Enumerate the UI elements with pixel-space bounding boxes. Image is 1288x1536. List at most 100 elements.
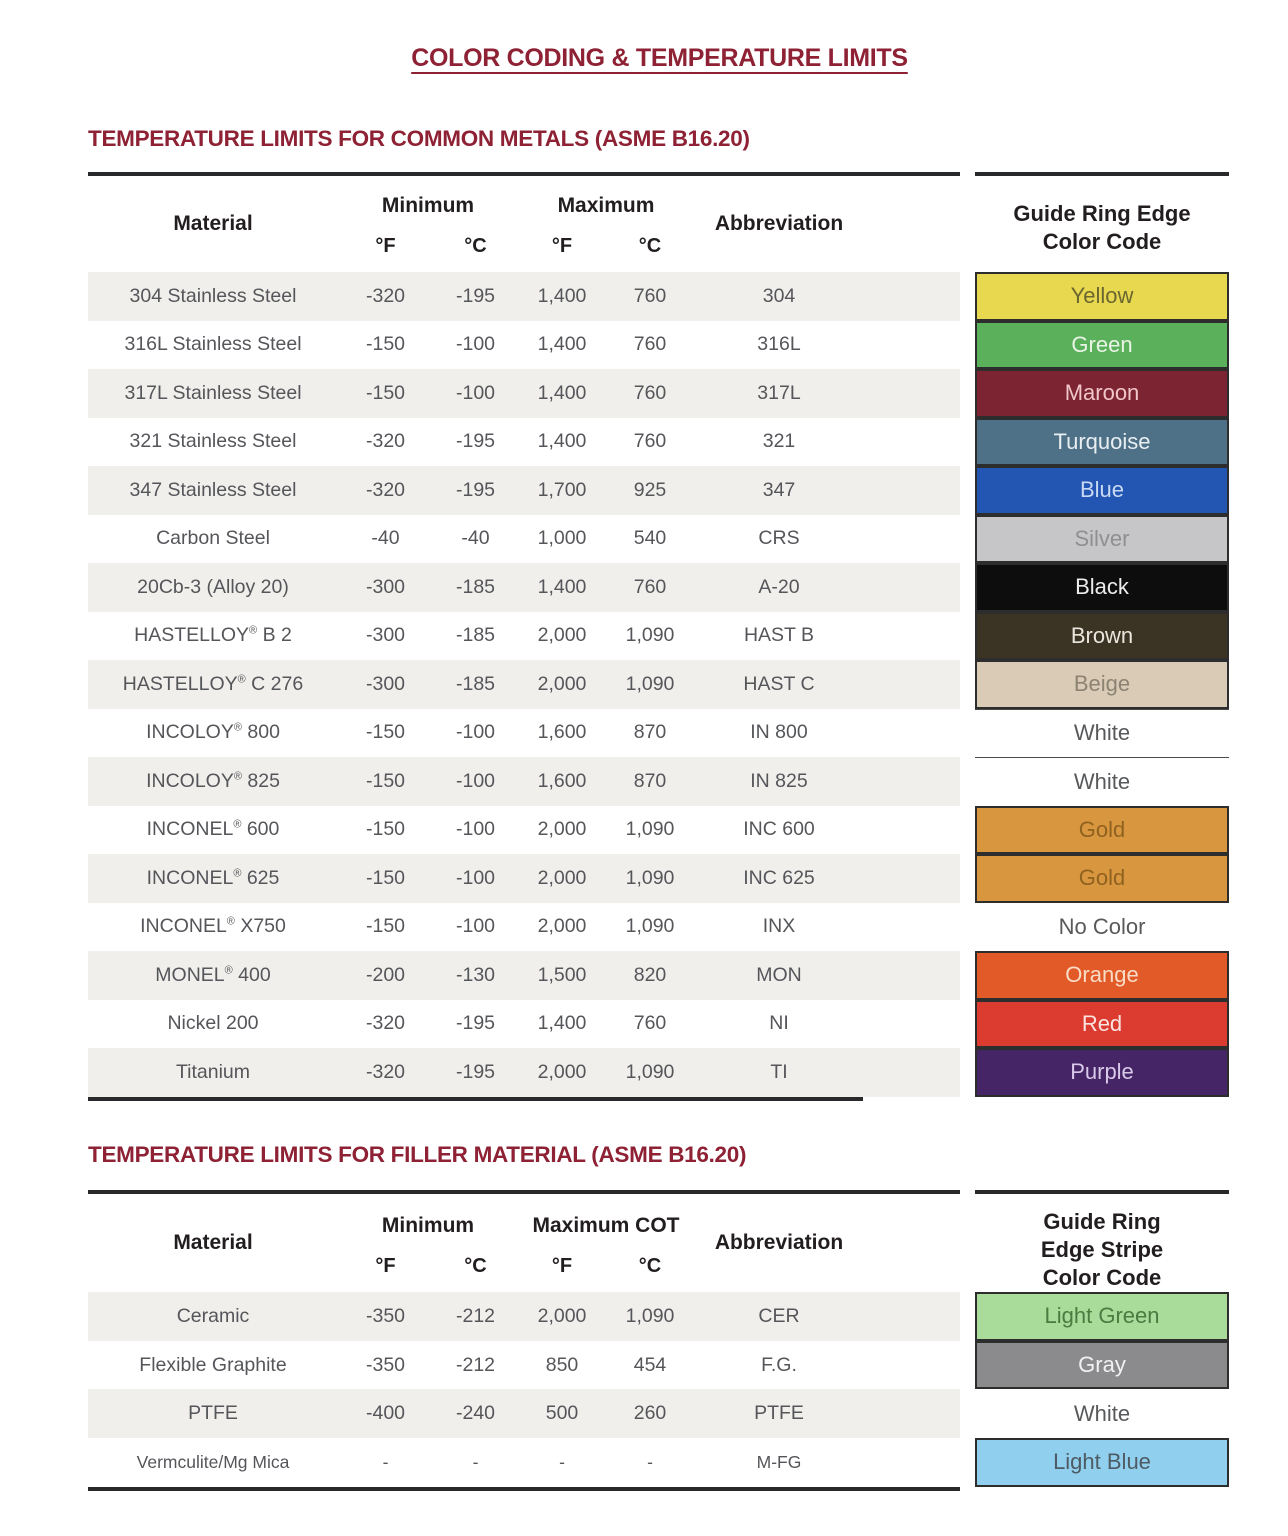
min-f-cell: -150	[365, 818, 406, 841]
table-row: 20Cb-3 (Alloy 20) -300 -185 1,400 760 A-20	[88, 563, 960, 612]
color-swatch: Maroon	[975, 369, 1229, 418]
abbreviation-cell: 317L	[757, 381, 801, 404]
table-row: PTFE -400 -240 500 260 PTFE	[88, 1389, 960, 1439]
max-f-cell: 2,000	[537, 866, 587, 889]
abbreviation-cell: A-20	[758, 575, 800, 598]
material-cell: PTFE	[188, 1402, 238, 1425]
color-swatch: Silver	[975, 514, 1229, 563]
column-header-minimum: Minimum	[381, 194, 475, 217]
filler-color-column: Guide Ring Edge Stripe Color Code	[975, 1190, 1229, 1292]
max-f-cell: 1,400	[537, 1012, 587, 1035]
material-cell: INCOLOY® 800	[146, 721, 280, 744]
abbreviation-cell: CER	[758, 1304, 800, 1327]
material-cell: Carbon Steel	[156, 527, 270, 550]
abbreviation-cell: MON	[756, 963, 802, 986]
max-f-cell: 2,000	[537, 624, 587, 647]
min-f-cell: -320	[365, 1060, 406, 1083]
column-header-min-f: °F	[375, 1254, 396, 1277]
material-cell: INCONEL® X750	[140, 915, 286, 938]
metals-table: Material Minimum Maximum Abbreviation °F…	[88, 172, 960, 1101]
min-c-cell: -100	[455, 866, 496, 889]
min-f-cell: -40	[371, 527, 400, 550]
color-swatch: Gold	[975, 854, 1229, 903]
metals-section-title: TEMPERATURE LIMITS FOR COMMON METALS (AS…	[88, 126, 750, 151]
column-header-min-c: °C	[464, 234, 487, 257]
max-f-cell: 850	[545, 1353, 579, 1376]
table-row: INCONEL® X750 -150 -100 2,000 1,090 INX	[88, 903, 960, 952]
column-header-max-c: °C	[638, 1254, 662, 1277]
max-c-cell: 1,090	[625, 866, 675, 889]
max-f-cell: 1,400	[537, 333, 587, 356]
color-swatch: Green	[975, 320, 1229, 369]
metals-color-column: Guide Ring Edge Color Code	[975, 172, 1229, 256]
column-header-min-f: °F	[375, 234, 396, 257]
min-f-cell: -320	[365, 430, 406, 453]
material-cell: 317L Stainless Steel	[124, 381, 302, 404]
material-cell: 321 Stainless Steel	[129, 430, 297, 453]
color-swatch: Light Blue	[975, 1438, 1229, 1487]
abbreviation-cell: F.G.	[761, 1353, 797, 1376]
min-f-cell: -300	[365, 672, 406, 695]
abbreviation-cell: INC 625	[743, 866, 815, 889]
table-row: 321 Stainless Steel -320 -195 1,400 760 321	[88, 418, 960, 467]
table-row: 304 Stainless Steel -320 -195 1,400 760 304	[88, 272, 960, 321]
min-c-cell: -	[472, 1451, 479, 1472]
min-c-cell: -100	[455, 769, 496, 792]
abbreviation-cell: HAST C	[743, 672, 815, 695]
material-cell: HASTELLOY® B 2	[134, 624, 292, 647]
color-swatch: Beige	[975, 660, 1229, 709]
column-header-max-f: °F	[551, 234, 573, 257]
min-f-cell: -320	[365, 478, 406, 501]
min-c-cell: -100	[455, 915, 496, 938]
max-c-cell: 760	[633, 284, 667, 307]
column-header-material: Material	[173, 1231, 253, 1254]
table-row: INCOLOY® 825 -150 -100 1,600 870 IN 825	[88, 757, 960, 806]
max-f-cell: 1,000	[537, 527, 587, 550]
abbreviation-cell: CRS	[758, 527, 800, 550]
material-cell: INCONEL® 625	[146, 866, 280, 889]
max-c-cell: 760	[633, 1012, 667, 1035]
max-f-cell: 1,600	[537, 769, 587, 792]
min-f-cell: -350	[365, 1304, 406, 1327]
filler-section-title: TEMPERATURE LIMITS FOR FILLER MATERIAL (…	[88, 1142, 747, 1167]
table-row: Titanium -320 -195 2,000 1,090 TI	[88, 1048, 960, 1097]
table-row: HASTELLOY® B 2 -300 -185 2,000 1,090 HAST B	[88, 612, 960, 661]
material-cell: HASTELLOY® C 276	[122, 672, 304, 695]
max-c-cell: 260	[633, 1402, 667, 1425]
max-c-cell: 1,090	[625, 915, 675, 938]
abbreviation-cell: INC 600	[743, 818, 815, 841]
min-c-cell: -195	[455, 1012, 496, 1035]
abbreviation-cell: INX	[762, 915, 796, 938]
min-c-cell: -240	[455, 1402, 496, 1425]
color-swatch: Red	[975, 999, 1229, 1048]
color-swatch: White	[975, 708, 1229, 757]
max-c-cell: 870	[633, 721, 667, 744]
max-c-cell: 1,090	[625, 1304, 675, 1327]
metals-table-bottom-rule	[88, 1096, 863, 1101]
material-cell: 20Cb-3 (Alloy 20)	[137, 575, 289, 598]
page-title: COLOR CODING & TEMPERATURE LIMITS	[411, 44, 908, 72]
min-f-cell: -150	[365, 721, 406, 744]
color-swatch: Purple	[975, 1048, 1229, 1097]
min-f-cell: -400	[365, 1402, 406, 1425]
min-f-cell: -150	[365, 769, 406, 792]
max-f-cell: 1,400	[537, 430, 587, 453]
abbreviation-cell: IN 825	[750, 769, 808, 792]
material-cell: Flexible Graphite	[139, 1353, 287, 1376]
max-f-cell: 1,600	[537, 721, 587, 744]
min-c-cell: -195	[455, 430, 496, 453]
min-f-cell: -	[382, 1451, 389, 1472]
max-c-cell: 760	[633, 333, 667, 356]
column-header-maximum-cot: Maximum COT	[532, 1214, 680, 1237]
max-f-cell: 2,000	[537, 1060, 587, 1083]
color-swatch: Black	[975, 563, 1229, 612]
filler-table: Material Minimum Maximum COT Abbreviatio…	[88, 1190, 960, 1491]
max-c-cell: 1,090	[625, 672, 675, 695]
table-row: MONEL® 400 -200 -130 1,500 820 MON	[88, 951, 960, 1000]
color-swatch: Blue	[975, 466, 1229, 515]
min-f-cell: -350	[365, 1353, 406, 1376]
max-f-cell: 2,000	[537, 915, 587, 938]
column-header-material: Material	[173, 212, 253, 235]
abbreviation-cell: HAST B	[743, 624, 815, 647]
